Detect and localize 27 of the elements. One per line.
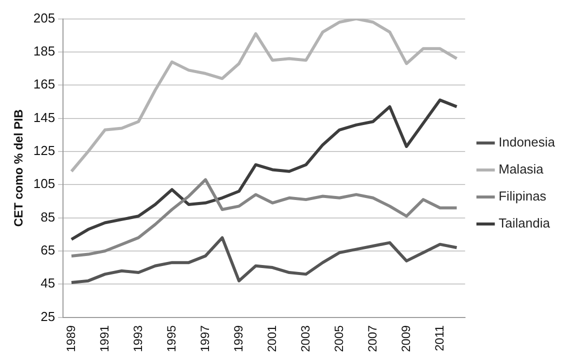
y-tick-label: 125 — [33, 143, 56, 158]
x-tick-label: 2007 — [365, 324, 380, 352]
x-tick-label: 2009 — [398, 324, 413, 352]
y-tick-label: 85 — [40, 209, 56, 224]
x-tick-label: 1993 — [130, 324, 145, 352]
y-tick-label: 185 — [33, 44, 56, 59]
y-tick-label: 145 — [33, 110, 56, 125]
y-tick-label: 65 — [40, 242, 56, 258]
y-tick-label: 105 — [33, 176, 56, 192]
y-tick-label: 45 — [40, 276, 56, 291]
legend-label: Filipinas — [498, 188, 547, 204]
x-tick-label: 2005 — [332, 324, 346, 352]
y-tick-label: 205 — [33, 10, 56, 26]
x-tick-label: 1995 — [164, 324, 178, 352]
y-tick-label: 25 — [40, 308, 56, 324]
x-tick-label: 1989 — [64, 324, 78, 352]
x-tick-label: 2011 — [432, 324, 446, 352]
legend-label: Tailandia — [498, 216, 551, 231]
x-tick-label: 2001 — [264, 324, 279, 352]
legend-label: Malasia — [498, 162, 544, 177]
x-tick-label: 1997 — [198, 324, 212, 352]
x-tick-label: 1999 — [231, 324, 246, 352]
y-tick-label: 165 — [33, 76, 56, 92]
legend-label: Indonesia — [498, 134, 556, 150]
x-tick-label: 1991 — [97, 324, 112, 352]
x-tick-label: 2003 — [298, 324, 312, 352]
y-axis-title: CET como % del PIB — [12, 109, 26, 227]
